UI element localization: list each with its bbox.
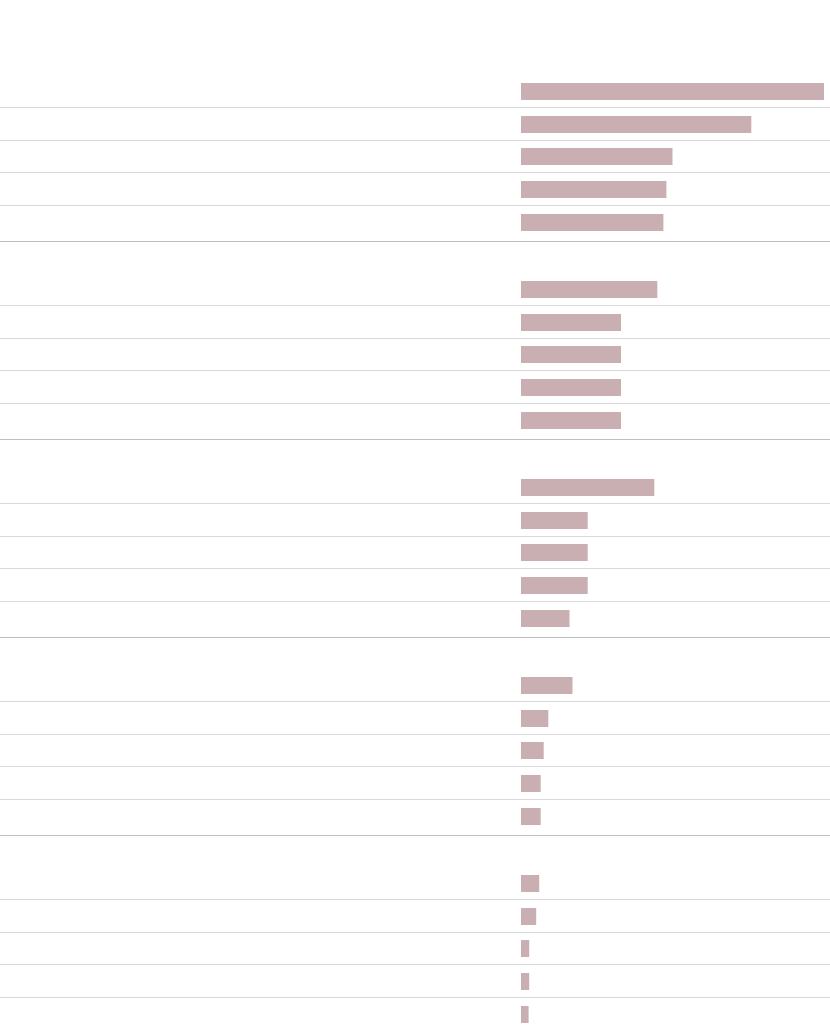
bar	[521, 742, 544, 759]
bar	[521, 379, 621, 396]
bar	[521, 973, 530, 990]
bar	[521, 610, 570, 627]
bar	[521, 214, 664, 231]
bar	[521, 808, 541, 825]
bar	[521, 479, 655, 496]
bar	[521, 940, 530, 957]
bar	[521, 148, 673, 165]
bar	[521, 346, 621, 363]
bar	[521, 116, 752, 133]
bar	[521, 908, 537, 925]
bar	[521, 181, 667, 198]
bar	[521, 83, 824, 100]
bar	[521, 281, 658, 298]
bar	[521, 875, 540, 892]
bar	[521, 775, 541, 792]
bar	[521, 512, 588, 529]
bar	[521, 677, 573, 694]
bar	[521, 577, 588, 594]
bar	[521, 1006, 529, 1023]
bar	[521, 314, 621, 331]
bar	[521, 412, 621, 429]
bar	[521, 710, 549, 727]
bar	[521, 544, 588, 561]
